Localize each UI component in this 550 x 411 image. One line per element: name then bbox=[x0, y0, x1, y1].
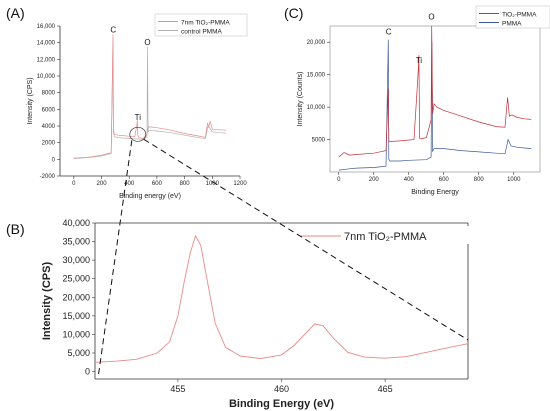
x-axis-label: Binding energy (eV) bbox=[119, 193, 181, 200]
peak-label-c: C bbox=[386, 27, 392, 36]
x-tick-label: 1200 bbox=[233, 181, 247, 187]
panel-label: (A) bbox=[6, 5, 25, 21]
y-tick-label: 0 bbox=[52, 157, 56, 163]
x-tick-label: 800 bbox=[474, 177, 485, 183]
x-axis-label: Binding Energy (eV) bbox=[229, 398, 334, 410]
y-tick-label: -2000 bbox=[40, 174, 56, 180]
chart-panel-2: (C) 0 200 400 600 800 1000 5000 10,000 15,000 20,0… bbox=[284, 5, 550, 196]
y-tick-label: 5000 bbox=[312, 138, 326, 144]
peak-label-o: O bbox=[428, 13, 434, 22]
panel-label: (B) bbox=[6, 221, 25, 237]
x-tick-label: 800 bbox=[180, 181, 191, 187]
y-axis-label: Intensity (CPS) bbox=[27, 77, 34, 124]
x-tick-label: 0 bbox=[72, 181, 76, 187]
x-tick-label: 200 bbox=[369, 177, 380, 183]
series-line-0 bbox=[73, 34, 227, 159]
y-tick-label: 6000 bbox=[42, 107, 56, 113]
y-tick-label: 10,000 bbox=[37, 74, 56, 80]
y-tick-label: 5,000 bbox=[67, 348, 90, 358]
plot-frame bbox=[329, 25, 541, 173]
y-tick-label: 2000 bbox=[42, 141, 56, 147]
ti-zoom-ellipse bbox=[129, 126, 147, 142]
legend-label: 7nm TiO₂-PMMA bbox=[181, 20, 230, 27]
x-axis-label: Binding Energy bbox=[411, 189, 459, 196]
y-tick-label: 35,000 bbox=[62, 237, 90, 247]
panel-label: (C) bbox=[284, 5, 303, 21]
x-tick-label: 600 bbox=[439, 177, 450, 183]
x-tick-label: 200 bbox=[97, 181, 108, 187]
x-tick-label: 0 bbox=[337, 177, 341, 183]
y-tick-label: 10,000 bbox=[307, 105, 326, 111]
y-axis-label: Intensity (Counts) bbox=[297, 72, 304, 127]
legend-label: control PMMA bbox=[181, 29, 222, 36]
y-tick-label: 30,000 bbox=[62, 255, 90, 265]
y-tick-label: 4000 bbox=[42, 124, 56, 130]
peak-label-o: O bbox=[144, 38, 150, 47]
peak-label-c: C bbox=[110, 26, 116, 35]
y-tick-label: 25,000 bbox=[62, 274, 90, 284]
y-tick-label: 12,000 bbox=[37, 57, 56, 63]
x-tick-label: 460 bbox=[274, 384, 289, 394]
chart-panel-1: (B) 455 460 465 0 5,000 10,000 15,000 20,000 25,0… bbox=[6, 218, 470, 410]
y-tick-label: 0 bbox=[85, 367, 90, 377]
x-tick-label: 465 bbox=[378, 384, 393, 394]
y-tick-label: 8000 bbox=[42, 91, 56, 97]
series-line-1 bbox=[73, 39, 227, 159]
x-tick-label: 1000 bbox=[206, 181, 220, 187]
peak-label-ti: Ti bbox=[135, 113, 142, 122]
legend-label: 7nm TiO₂-PMMA bbox=[344, 231, 427, 243]
x-tick-label: 600 bbox=[152, 181, 163, 187]
x-tick-label: 1000 bbox=[507, 177, 521, 183]
y-tick-label: 20,000 bbox=[307, 40, 326, 46]
zoom-connector-right bbox=[143, 138, 469, 341]
legend-label: TiO₂-PMMA bbox=[502, 12, 537, 19]
y-tick-label: 40,000 bbox=[62, 218, 90, 228]
legend-label: PMMA bbox=[502, 21, 522, 28]
y-tick-label: 15,000 bbox=[62, 311, 90, 321]
y-tick-label: 20,000 bbox=[62, 292, 90, 302]
y-tick-label: 14,000 bbox=[37, 41, 56, 47]
zoom-connector-left bbox=[97, 140, 133, 379]
series-line-0 bbox=[94, 234, 469, 363]
legend-box bbox=[298, 226, 470, 244]
x-tick-label: 400 bbox=[404, 177, 415, 183]
y-axis-label: Intensity (CPS) bbox=[41, 262, 53, 341]
series-line-0 bbox=[338, 25, 532, 158]
x-tick-label: 400 bbox=[124, 181, 135, 187]
peak-label-ti: Ti bbox=[416, 56, 423, 65]
x-tick-label: 455 bbox=[170, 384, 185, 394]
y-tick-label: 15,000 bbox=[307, 73, 326, 79]
chart-panel-0: (A) 0 200 400 600 800 1000 1200 -2000 0 2000 4000 60… bbox=[6, 5, 247, 200]
y-tick-label: 10,000 bbox=[62, 329, 90, 339]
y-tick-label: 16,000 bbox=[37, 24, 56, 30]
